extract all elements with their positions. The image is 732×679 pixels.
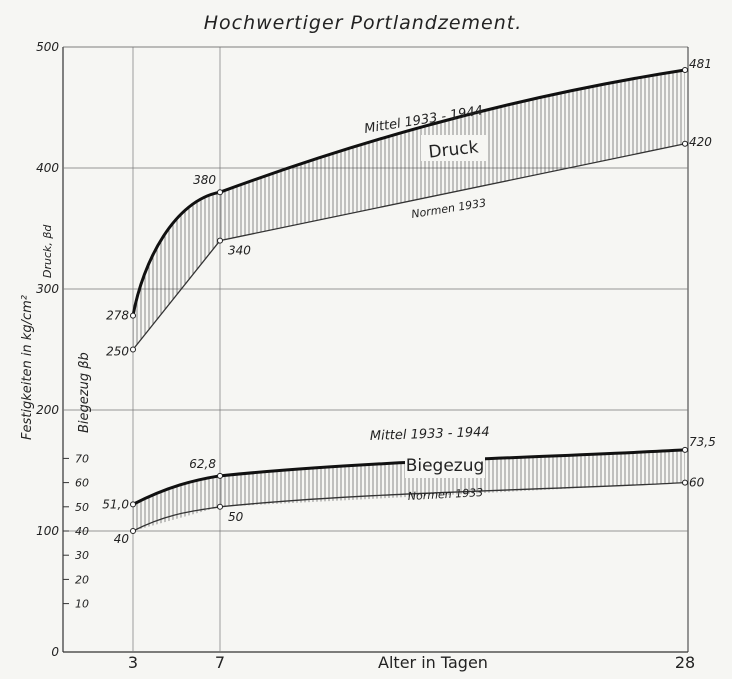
- y-tick-label-200: 200: [36, 403, 59, 417]
- druck-mittel-value-label: 481: [689, 57, 712, 71]
- biegezug-mittel-line: [132, 448, 686, 506]
- druck-normen-point: [130, 346, 136, 353]
- druck-hatch-band: [133, 69, 685, 350]
- biegezug-tick-label-10: 10: [75, 598, 89, 611]
- druck-mittel-value-label: 278: [106, 309, 129, 323]
- biegezug-mittel-value-label: 51,0: [102, 497, 129, 511]
- biegezug-tick-label-50: 50: [75, 501, 89, 514]
- y-tick-label-100: 100: [36, 524, 59, 538]
- druck-mittel-point: [217, 189, 223, 196]
- y-tick-label-300: 300: [36, 282, 59, 296]
- x-axis-label: Alter in Tagen: [378, 653, 488, 672]
- druck-mittel-value-label: 380: [193, 173, 216, 187]
- biegezug-label-background: [405, 452, 485, 478]
- druck-normen-value-label: 340: [228, 244, 251, 258]
- druck-normen-value-label: 250: [106, 345, 129, 359]
- biegezug-normen-point: [217, 503, 223, 510]
- biegezug-tick-label-70: 70: [75, 452, 89, 465]
- y-axis-label: Festigkeiten in kg/cm²: [20, 295, 35, 440]
- point-labels: 278 380 481 250 340 420 51,0 62,8 73,5 40 50 60: [102, 57, 715, 546]
- y-tick-label-400: 400: [36, 161, 59, 175]
- y-tick-label-500: 500: [36, 40, 59, 54]
- druck-label-background: [421, 135, 487, 161]
- biegezug-normen-point: [130, 528, 136, 534]
- x-tick-label-3: 3: [128, 653, 138, 672]
- biegezug-mittel-point: [217, 472, 223, 479]
- druck-normen-series-label: Normen 1933: [410, 196, 487, 221]
- biegezug-normen-series-label: Normen 1933: [407, 486, 483, 503]
- biegezug-normen-value-label: 60: [689, 476, 705, 490]
- druck-axis-label: Druck, βd: [41, 224, 54, 278]
- axis-ticks: 0 100 200 300 400 500 10 20 30 40 50 60 70 3 7 28: [36, 40, 695, 672]
- chart-title: Hochwertiger Portlandzement.: [204, 12, 523, 34]
- druck-normen-value-label: 420: [689, 135, 712, 149]
- biegezug-normen-point: [682, 479, 688, 486]
- biegezug-mittel-series-label: Mittel 1933 - 1944: [370, 425, 490, 444]
- druck-normen-point: [682, 140, 688, 147]
- series-lines: [130, 66, 688, 534]
- druck-normen-point: [217, 237, 223, 244]
- biegezug-normen-line: [132, 481, 686, 532]
- druck-mittel-line: [131, 68, 686, 316]
- biegezug-axis-label: Biegezug βb: [77, 352, 92, 433]
- x-tick-label-7: 7: [215, 653, 225, 672]
- biegezug-normen-value-label: 40: [114, 532, 130, 546]
- druck-mittel-point: [130, 312, 136, 319]
- biegezug-tick-label-30: 30: [75, 549, 89, 562]
- biegezug-mittel-value-label: 62,8: [189, 457, 216, 471]
- grid: [62, 46, 689, 653]
- biegezug-tick-label-40: 40: [75, 525, 89, 538]
- biegezug-normen-value-label: 50: [228, 510, 244, 524]
- biegezug-mittel-point: [130, 501, 136, 508]
- biegezug-tick-label-20: 20: [75, 573, 89, 586]
- y-tick-label-0: 0: [51, 645, 59, 659]
- x-tick-label-28: 28: [675, 653, 695, 672]
- biegezug-mittel-value-label: 73,5: [689, 435, 716, 449]
- biegezug-mittel-point: [682, 446, 688, 453]
- druck-mittel-series-label: Mittel 1933 - 1944: [363, 103, 484, 137]
- biegezug-band-label: Biegezug: [406, 456, 485, 476]
- druck-mittel-point: [682, 66, 688, 73]
- biegezug-tick-label-60: 60: [75, 477, 89, 490]
